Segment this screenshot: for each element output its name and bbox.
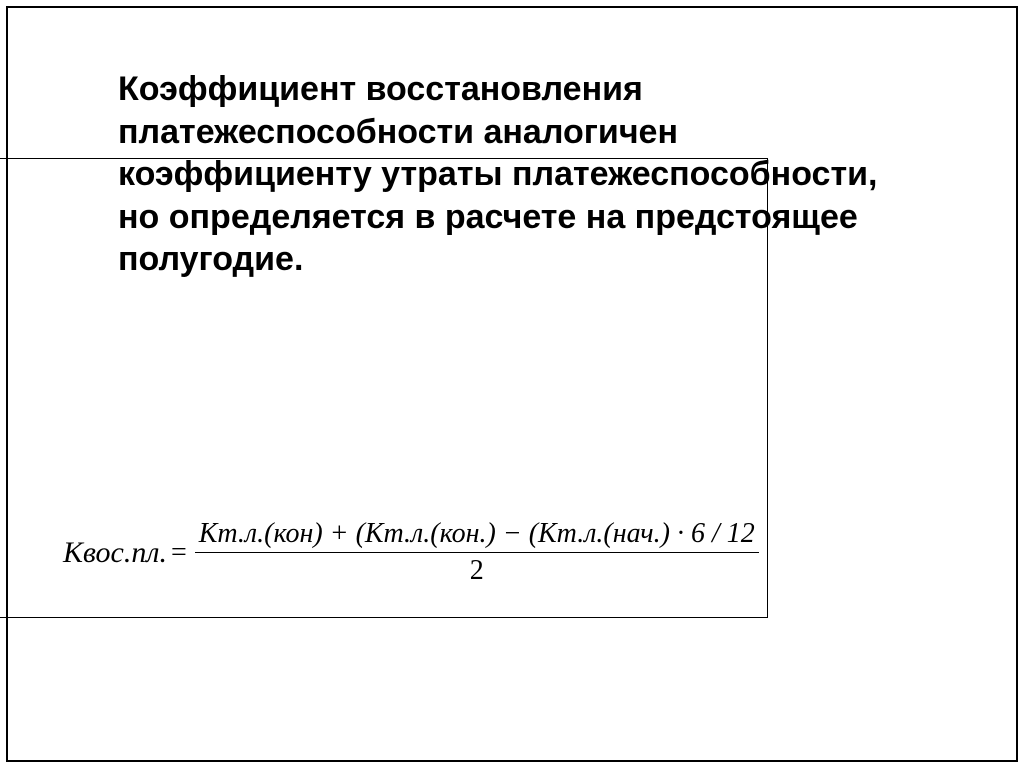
formula-fraction: Кт.л.(кон) + (Кт.л.(кон.) − (Кт.л.(нач.)… [195, 518, 759, 587]
equals-sign: = [171, 537, 187, 569]
formula-denominator: 2 [470, 553, 484, 587]
formula-numerator: Кт.л.(кон) + (Кт.л.(кон.) − (Кт.л.(нач.)… [195, 518, 759, 553]
formula-block: Квос.пл. = Кт.л.(кон) + (Кт.л.(кон.) − (… [63, 518, 759, 587]
slide-heading: Коэффициент восстановления платежеспособ… [118, 68, 898, 281]
slide-outer-frame: Коэффициент восстановления платежеспособ… [6, 6, 1018, 762]
formula-lhs: Квос.пл. [63, 536, 167, 570]
